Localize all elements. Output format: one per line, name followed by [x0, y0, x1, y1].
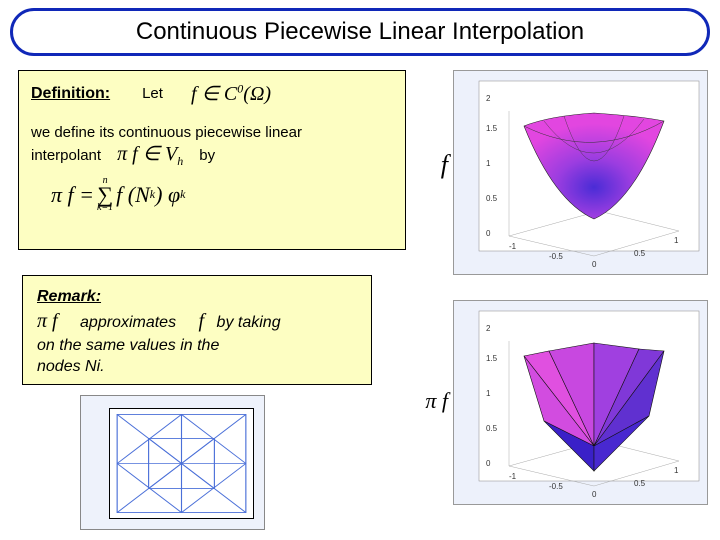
svg-text:0: 0: [486, 459, 491, 468]
svg-text:1.5: 1.5: [486, 124, 498, 133]
surface-plot-f: 2 1.5 1 0.5 0 -1 -0.5 0 0.5 1: [453, 70, 708, 275]
surface-pif-svg: 2 1.5 1 0.5 0 -1 -0.5 0 0.5 1: [454, 301, 709, 506]
label-f: f: [441, 150, 448, 180]
svg-text:-1: -1: [509, 242, 517, 251]
definition-head: Definition:: [31, 85, 110, 103]
definition-cond: f ∈ C0(Ω): [191, 81, 271, 106]
label-pif: π f: [425, 388, 448, 414]
svg-text:0.5: 0.5: [634, 479, 646, 488]
sigma-icon: n ∑ k=1: [97, 177, 113, 213]
definition-let: Let: [142, 85, 163, 102]
svg-text:0: 0: [592, 260, 597, 269]
surface-plot-pif: 2 1.5 1 0.5 0 -1 -0.5 0 0.5 1: [453, 300, 708, 505]
definition-line-2: we define its continuous piecewise linea…: [31, 124, 393, 141]
slide-title: Continuous Piecewise Linear Interpolatio…: [136, 18, 584, 46]
svg-text:1: 1: [486, 389, 491, 398]
surface-f-svg: 2 1.5 1 0.5 0 -1 -0.5 0 0.5 1: [454, 71, 709, 276]
remark-body: π f approximates f by taking on the same…: [37, 308, 357, 378]
svg-text:-1: -1: [509, 472, 517, 481]
svg-text:2: 2: [486, 94, 491, 103]
svg-text:1: 1: [674, 466, 679, 475]
interpolant-symbol: π f ∈ Vh: [117, 141, 183, 169]
svg-text:1: 1: [674, 236, 679, 245]
remark-box: Remark: π f approximates f by taking on …: [22, 275, 372, 385]
definition-line-1: Definition: Let f ∈ C0(Ω): [31, 81, 393, 106]
svg-text:1.5: 1.5: [486, 354, 498, 363]
svg-text:-0.5: -0.5: [549, 482, 563, 491]
slide-title-bar: Continuous Piecewise Linear Interpolatio…: [10, 8, 710, 56]
svg-text:0.5: 0.5: [486, 194, 498, 203]
svg-text:1: 1: [486, 159, 491, 168]
svg-text:0.5: 0.5: [486, 424, 498, 433]
mesh-svg: [110, 409, 253, 518]
svg-text:0: 0: [592, 490, 597, 499]
svg-text:2: 2: [486, 324, 491, 333]
definition-formula: π f = n ∑ k=1 f (Nk) φk: [51, 177, 393, 213]
definition-box: Definition: Let f ∈ C0(Ω) we define its …: [18, 70, 406, 250]
remark-head: Remark:: [37, 286, 357, 308]
svg-text:0.5: 0.5: [634, 249, 646, 258]
svg-text:-0.5: -0.5: [549, 252, 563, 261]
svg-text:0: 0: [486, 229, 491, 238]
mesh-plot-axes: [109, 408, 254, 519]
mesh-plot: [80, 395, 265, 530]
definition-line-3: interpolant π f ∈ Vh by: [31, 141, 393, 169]
